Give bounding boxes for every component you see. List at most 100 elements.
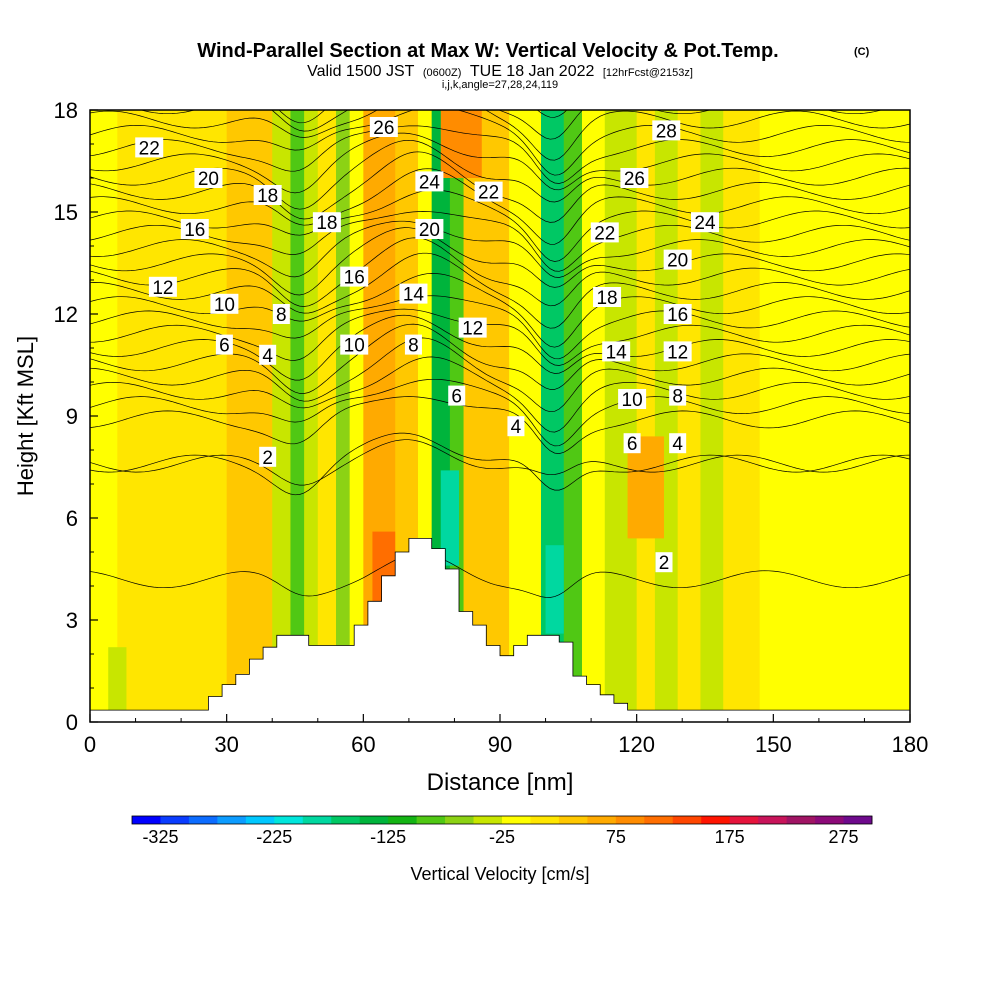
theta-label-bg xyxy=(655,552,673,573)
x-tick-label: 180 xyxy=(892,732,929,757)
colorbar-tick-label: 75 xyxy=(606,827,626,847)
x-tick-label: 30 xyxy=(214,732,238,757)
colorbar-swatch xyxy=(217,816,247,824)
colorbar-tick-label: -325 xyxy=(142,827,178,847)
theta-label: 6 xyxy=(215,334,233,357)
theta-label: 16 xyxy=(180,219,209,241)
colorbar-swatch xyxy=(558,816,588,824)
theta-label: 16 xyxy=(663,304,692,326)
colorbar-swatch xyxy=(644,816,674,824)
theta-label-bg xyxy=(663,341,692,362)
colorbar-swatch xyxy=(160,816,190,824)
theta-contour xyxy=(90,396,910,454)
theta-label: 12 xyxy=(148,276,177,299)
velocity-band xyxy=(654,110,679,722)
colorbar-tick-label: -125 xyxy=(370,827,406,847)
theta-label-text: 4 xyxy=(262,346,273,367)
theta-label-text: 14 xyxy=(403,285,425,306)
x-axis: 0 30 60 90 120 150 180 xyxy=(84,714,928,757)
theta-label-bg xyxy=(253,185,282,205)
theta-label-bg xyxy=(593,287,622,307)
theta-label-bg xyxy=(602,341,631,362)
colorbar-swatch xyxy=(502,816,531,824)
velocity-band xyxy=(317,110,337,722)
theta-label-bg xyxy=(448,385,466,406)
vertical-velocity-field xyxy=(90,110,910,722)
theta-label-bg xyxy=(669,433,687,454)
velocity-patch xyxy=(545,545,564,634)
theta-label: 20 xyxy=(663,249,692,272)
theta-label-text: 16 xyxy=(344,268,365,289)
theta-label-bg xyxy=(148,276,177,297)
theta-label-text: 10 xyxy=(214,295,235,316)
theta-label: 18 xyxy=(593,287,622,309)
terrain-mask xyxy=(89,538,911,723)
theta-label-text: 14 xyxy=(606,342,628,363)
theta-label-bg xyxy=(135,137,164,158)
theta-contour xyxy=(90,132,910,194)
theta-label-text: 8 xyxy=(276,305,287,326)
theta-label-bg xyxy=(669,385,687,406)
colorbar-swatch xyxy=(758,816,788,824)
theta-label-text: 8 xyxy=(408,336,419,357)
theta-label-bg xyxy=(623,433,641,454)
theta-label: 12 xyxy=(458,317,487,340)
velocity-band xyxy=(509,110,542,722)
theta-label: 6 xyxy=(623,433,641,455)
theta-contour xyxy=(90,337,910,413)
colorbar-label: Vertical Velocity [cm/s] xyxy=(410,864,589,884)
velocity-band xyxy=(463,110,483,722)
colorbar-swatch xyxy=(302,816,332,824)
theta-label-bg xyxy=(404,334,422,355)
theta-label-bg xyxy=(474,181,503,202)
theta-label-text: 6 xyxy=(451,387,462,408)
theta-contour xyxy=(90,252,910,329)
theta-label-bg xyxy=(340,266,369,287)
theta-label: 8 xyxy=(669,385,687,408)
terrain xyxy=(89,538,911,723)
theta-label-text: 26 xyxy=(373,118,394,139)
theta-label: 24 xyxy=(415,171,444,193)
theta-label-text: 12 xyxy=(462,319,483,340)
theta-label: 10 xyxy=(618,389,647,411)
theta-contour xyxy=(90,110,910,161)
theta-label-text: 16 xyxy=(667,305,688,326)
theta-label-text: 26 xyxy=(624,169,645,190)
theta-label-bg xyxy=(691,212,719,233)
theta-label-text: 12 xyxy=(667,342,688,363)
theta-contour xyxy=(90,168,910,245)
theta-label: 10 xyxy=(210,293,239,316)
theta-label-bg xyxy=(618,389,647,409)
theta-label-text: 12 xyxy=(152,278,173,299)
theta-contour xyxy=(90,378,910,447)
theta-label: 2 xyxy=(655,552,673,574)
colorbar-swatch xyxy=(843,816,873,824)
potential-temperature-contours xyxy=(90,110,910,598)
theta-contour xyxy=(90,553,910,598)
velocity-band xyxy=(290,110,305,722)
theta-label-text: 28 xyxy=(656,121,677,142)
theta-label-text: 24 xyxy=(419,172,441,193)
theta-label: 16 xyxy=(340,266,369,289)
chart-indices: i,j,k,angle=27,28,24,119 xyxy=(442,79,558,91)
theta-label: 14 xyxy=(399,283,428,306)
velocity-band xyxy=(304,110,319,722)
theta-label-bg xyxy=(180,219,209,239)
velocity-band xyxy=(700,110,724,722)
colorbar xyxy=(131,815,873,825)
theta-label-text: 6 xyxy=(219,336,230,357)
theta-contour xyxy=(90,211,910,272)
theta-label-text: 20 xyxy=(419,220,440,241)
velocity-patch xyxy=(440,110,482,178)
theta-label-bg xyxy=(210,293,239,314)
theta-contour xyxy=(90,220,910,278)
theta-label-bg xyxy=(652,120,681,141)
colorbar-swatch xyxy=(786,816,816,824)
colorbar-swatch xyxy=(587,816,617,824)
theta-label: 22 xyxy=(135,137,164,159)
theta-label: 24 xyxy=(691,212,719,234)
velocity-band xyxy=(226,110,273,722)
theta-label-bg xyxy=(272,304,290,324)
theta-label-text: 4 xyxy=(511,417,522,438)
